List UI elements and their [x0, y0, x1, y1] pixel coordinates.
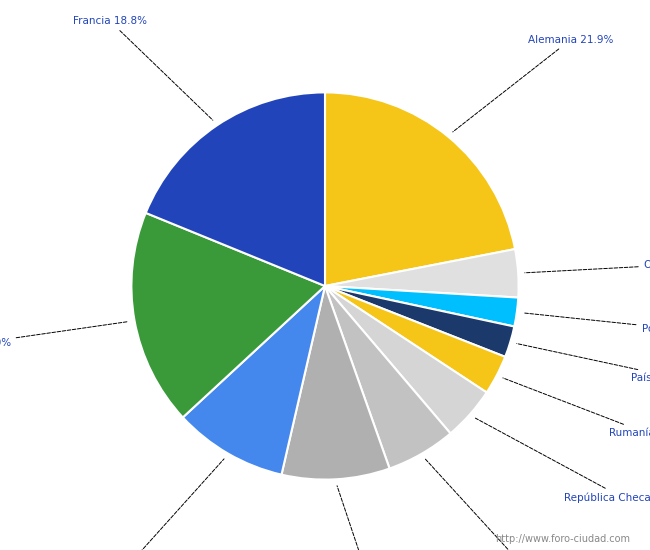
Wedge shape: [325, 286, 514, 357]
Wedge shape: [183, 286, 325, 475]
Wedge shape: [325, 286, 487, 433]
Text: Polonia 9.5%: Polonia 9.5%: [98, 459, 224, 550]
Wedge shape: [325, 286, 450, 469]
Text: República Checa 4.5%: República Checa 4.5%: [475, 418, 650, 503]
Text: Rumanía 3.3%: Rumanía 3.3%: [503, 378, 650, 438]
Text: Garrigàs - Turistas extranjeros según país - Abril de 2024: Garrigàs - Turistas extranjeros según pa…: [96, 12, 554, 28]
Wedge shape: [281, 286, 389, 480]
Text: http://www.foro-ciudad.com: http://www.foro-ciudad.com: [495, 535, 630, 544]
Text: Bélgica 9.0%: Bélgica 9.0%: [337, 486, 411, 550]
Text: Otros 4.0%: Otros 4.0%: [525, 260, 650, 273]
Text: Portugal 2.4%: Portugal 2.4%: [523, 313, 650, 334]
Wedge shape: [325, 249, 519, 298]
Text: Francia 18.8%: Francia 18.8%: [73, 16, 213, 120]
Text: Italia 18.0%: Italia 18.0%: [0, 322, 128, 348]
Wedge shape: [325, 286, 518, 327]
Text: Alemania 21.9%: Alemania 21.9%: [453, 35, 614, 132]
Wedge shape: [325, 286, 505, 393]
Wedge shape: [325, 92, 515, 286]
Wedge shape: [131, 213, 325, 417]
Wedge shape: [146, 92, 325, 286]
Text: Países Bajos 2.6%: Países Bajos 2.6%: [517, 344, 650, 383]
Text: Lituania 5.8%: Lituania 5.8%: [426, 459, 556, 550]
